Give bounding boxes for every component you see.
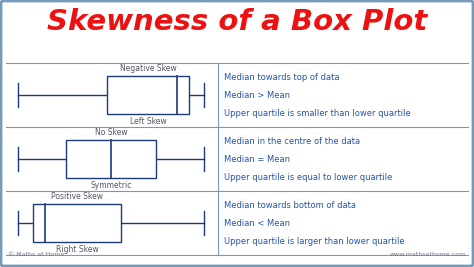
Text: Right Skew: Right Skew	[55, 245, 99, 254]
Text: Positive Skew: Positive Skew	[51, 192, 103, 201]
Text: Negative Skew: Negative Skew	[120, 64, 176, 73]
Text: Upper quartile is smaller than lower quartile: Upper quartile is smaller than lower qua…	[224, 109, 411, 118]
Text: www.mathsathome.com: www.mathsathome.com	[390, 252, 466, 257]
Text: Median > Mean: Median > Mean	[224, 91, 290, 100]
Text: Upper quartile is larger than lower quartile: Upper quartile is larger than lower quar…	[224, 237, 405, 246]
Bar	[66, 140, 156, 178]
Text: Median towards top of data: Median towards top of data	[224, 73, 339, 82]
Text: Upper quartile is equal to lower quartile: Upper quartile is equal to lower quartil…	[224, 173, 392, 182]
Text: Symmetric: Symmetric	[91, 181, 132, 190]
Text: © Maths at Home: © Maths at Home	[8, 252, 64, 257]
Text: Median = Mean: Median = Mean	[224, 155, 290, 164]
Bar	[107, 76, 189, 114]
Text: Median in the centre of the data: Median in the centre of the data	[224, 137, 360, 146]
Text: Median < Mean: Median < Mean	[224, 219, 290, 228]
Text: Skewness of a Box Plot: Skewness of a Box Plot	[47, 8, 427, 36]
Bar	[33, 204, 121, 242]
Text: Median towards bottom of data: Median towards bottom of data	[224, 201, 356, 210]
Text: No Skew: No Skew	[95, 128, 128, 137]
Text: Left Skew: Left Skew	[130, 117, 166, 126]
